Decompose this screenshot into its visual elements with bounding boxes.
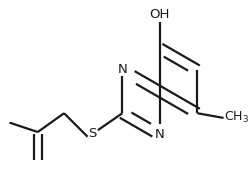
Text: N: N xyxy=(118,63,127,76)
Text: N: N xyxy=(155,128,165,141)
Text: CH$_3$: CH$_3$ xyxy=(224,110,248,126)
Text: OH: OH xyxy=(150,8,170,21)
Text: S: S xyxy=(88,127,96,140)
